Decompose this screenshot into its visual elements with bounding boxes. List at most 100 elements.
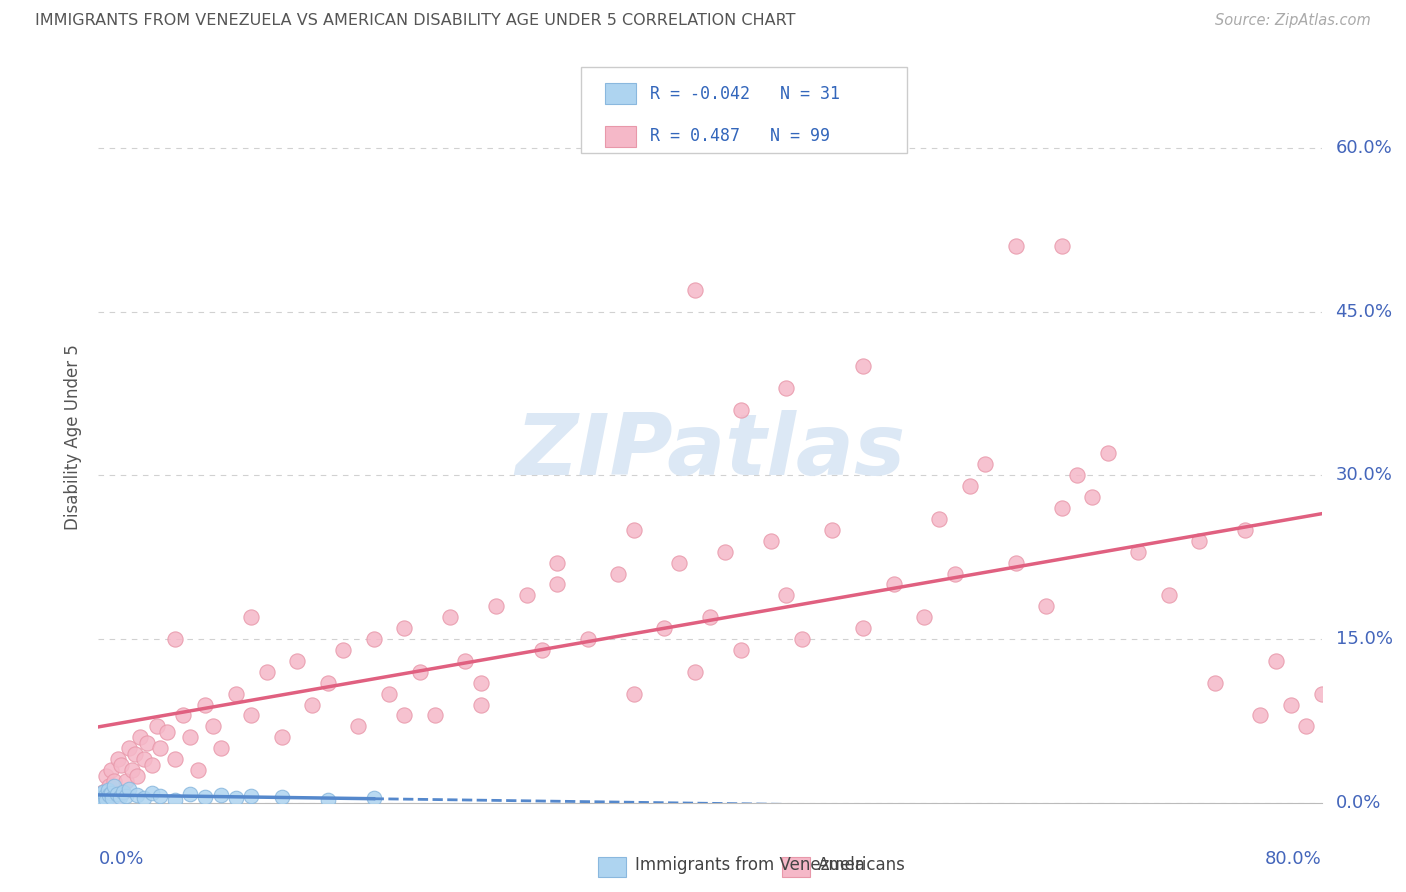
Point: [730, 643, 752, 657]
Point: [1234, 523, 1257, 537]
Point: [124, 747, 146, 761]
Point: [516, 588, 538, 602]
Point: [240, 610, 263, 624]
Point: [209, 741, 232, 756]
Point: [730, 402, 752, 417]
Point: [1204, 675, 1226, 690]
Point: [714, 545, 737, 559]
Point: [1066, 468, 1088, 483]
Point: [91, 791, 114, 805]
Point: [202, 719, 225, 733]
Point: [194, 698, 217, 712]
Text: 15.0%: 15.0%: [1336, 630, 1392, 648]
Text: Americans: Americans: [818, 856, 905, 874]
Point: [1250, 708, 1272, 723]
Point: [576, 632, 599, 646]
Point: [134, 752, 156, 766]
Point: [179, 731, 201, 745]
Point: [439, 610, 461, 624]
Point: [530, 643, 553, 657]
Point: [225, 791, 247, 805]
Point: [408, 665, 430, 679]
Point: [1188, 533, 1211, 548]
Point: [852, 621, 875, 635]
Point: [761, 533, 783, 548]
Point: [285, 654, 308, 668]
Point: [332, 643, 354, 657]
Text: Source: ZipAtlas.com: Source: ZipAtlas.com: [1215, 13, 1371, 29]
Point: [90, 787, 112, 801]
Point: [623, 523, 645, 537]
Point: [149, 741, 172, 756]
Point: [546, 577, 568, 591]
Point: [94, 768, 117, 782]
Point: [668, 556, 690, 570]
Point: [118, 741, 141, 756]
Text: ZIPatlas: ZIPatlas: [515, 410, 905, 493]
Point: [141, 786, 163, 800]
Point: [156, 724, 179, 739]
Point: [883, 577, 905, 591]
Point: [149, 789, 172, 804]
Point: [1264, 654, 1286, 668]
Point: [118, 781, 141, 796]
Point: [546, 556, 568, 570]
Point: [363, 632, 385, 646]
Point: [94, 792, 117, 806]
Point: [943, 566, 966, 581]
Point: [699, 610, 721, 624]
Point: [1004, 239, 1026, 253]
Point: [959, 479, 981, 493]
Point: [316, 792, 339, 806]
Point: [93, 789, 115, 804]
Point: [1035, 599, 1057, 614]
Text: 0.0%: 0.0%: [1336, 794, 1381, 812]
Point: [110, 757, 132, 772]
Point: [775, 588, 797, 602]
Point: [347, 719, 370, 733]
Point: [97, 782, 120, 797]
Text: Immigrants from Venezuela: Immigrants from Venezuela: [634, 856, 865, 874]
Point: [225, 687, 247, 701]
Point: [115, 789, 138, 804]
Text: 45.0%: 45.0%: [1336, 302, 1393, 320]
Point: [1004, 556, 1026, 570]
Text: R = 0.487   N = 99: R = 0.487 N = 99: [650, 128, 830, 145]
Point: [821, 523, 844, 537]
Point: [1341, 741, 1364, 756]
Point: [105, 787, 128, 801]
Point: [172, 708, 194, 723]
Point: [928, 512, 950, 526]
Point: [378, 687, 401, 701]
Point: [912, 610, 935, 624]
Text: 0.0%: 0.0%: [98, 850, 143, 868]
Point: [775, 381, 797, 395]
Point: [89, 792, 111, 806]
Point: [194, 790, 217, 805]
Point: [623, 687, 645, 701]
Point: [89, 790, 111, 805]
Point: [1050, 239, 1073, 253]
Y-axis label: Disability Age Under 5: Disability Age Under 5: [65, 344, 83, 530]
Point: [1279, 698, 1302, 712]
Point: [270, 790, 294, 805]
Point: [470, 698, 492, 712]
Point: [145, 719, 167, 733]
Point: [392, 621, 416, 635]
Point: [163, 632, 186, 646]
Point: [100, 786, 122, 800]
Point: [423, 708, 446, 723]
Point: [111, 785, 134, 799]
Point: [111, 785, 134, 799]
Text: R = -0.042   N = 31: R = -0.042 N = 31: [650, 85, 839, 103]
Point: [134, 791, 156, 805]
Text: 60.0%: 60.0%: [1336, 139, 1392, 157]
Point: [1050, 501, 1073, 516]
Point: [1128, 545, 1150, 559]
Point: [256, 665, 278, 679]
Point: [136, 736, 159, 750]
Point: [485, 599, 508, 614]
Point: [652, 621, 675, 635]
Point: [316, 675, 339, 690]
Point: [90, 794, 112, 808]
